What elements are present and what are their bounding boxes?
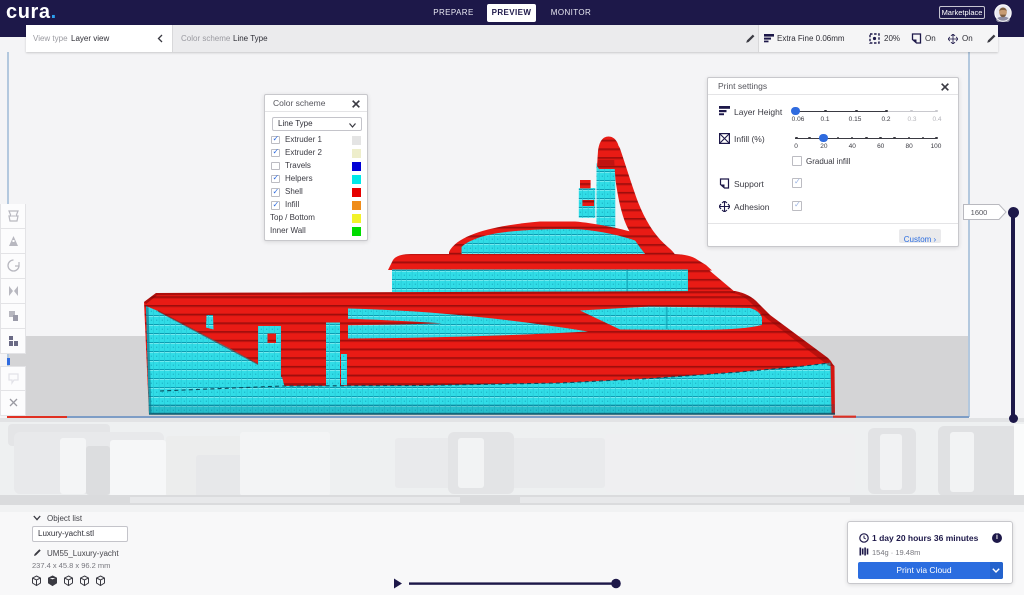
- svg-text:1600: 1600: [971, 208, 988, 217]
